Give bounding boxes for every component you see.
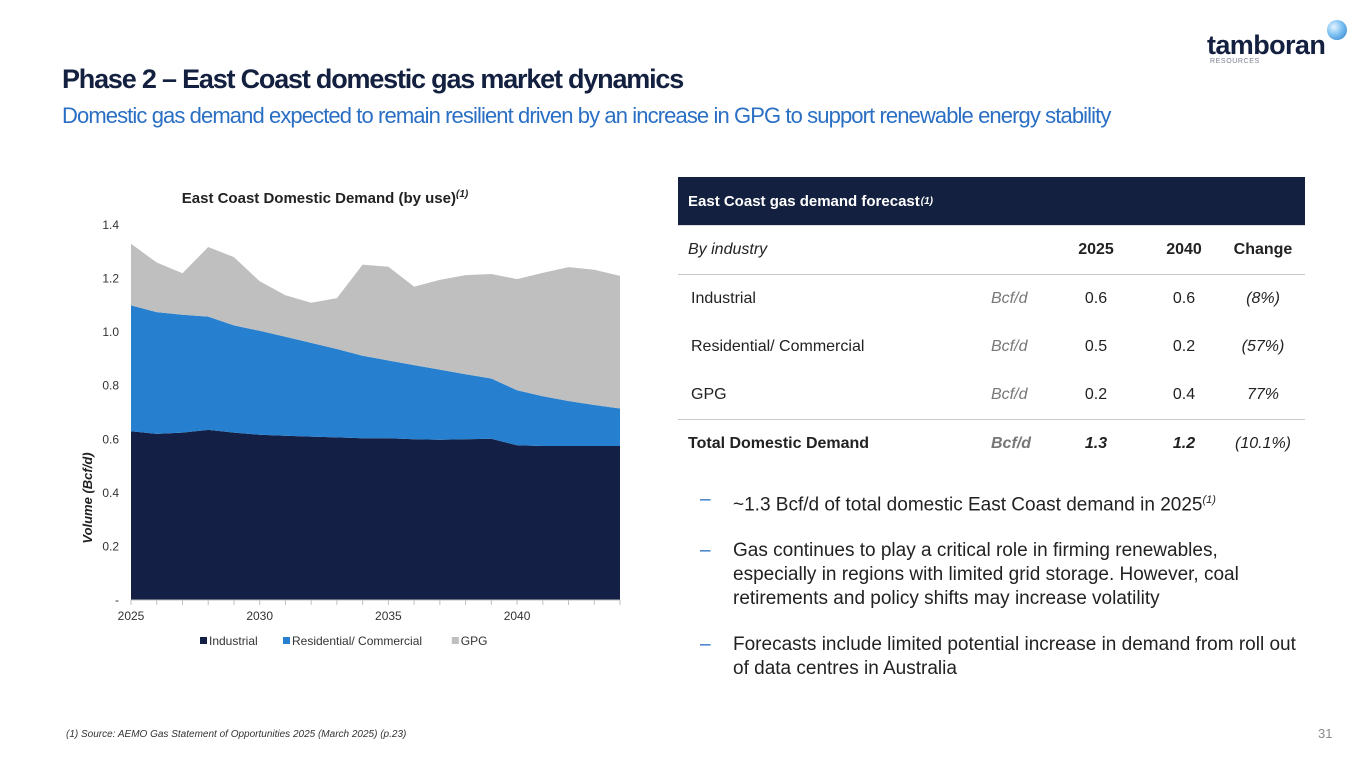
area-series-industrial — [131, 429, 620, 600]
total-label: Total Domestic Demand — [688, 435, 870, 452]
total-change: (10.1%) — [1234, 435, 1292, 452]
row-value-2040: 0.6 — [1172, 290, 1196, 307]
y-axis-label: Volume (Bcf/d) — [80, 452, 95, 543]
col-head-2040: 2040 — [1166, 241, 1202, 258]
area-series-group — [131, 243, 620, 600]
row-unit: Bcf/d — [991, 386, 1028, 403]
row-value-2025: 0.6 — [1084, 290, 1108, 307]
row-change: (8%) — [1246, 290, 1280, 307]
row-value-2025: 0.5 — [1084, 338, 1108, 355]
legend-swatch — [283, 637, 290, 644]
y-tick-label: 1.0 — [102, 325, 119, 339]
logo-wordmark: tamboran — [1207, 30, 1326, 60]
key-points-list: – ~1.3 Bcf/d of total domestic East Coas… — [700, 488, 1300, 703]
list-item: – Forecasts include limited potential in… — [700, 633, 1300, 681]
page-subtitle: Domestic gas demand expected to remain r… — [62, 103, 1111, 128]
table-total-row: Total Domestic Demand Bcf/d 1.3 1.2 (10.… — [678, 420, 1305, 468]
row-change: (57%) — [1241, 338, 1285, 355]
chart-legend: Industrial Residential/ Commercial GPG — [200, 634, 487, 648]
col-head-2025: 2025 — [1078, 241, 1114, 258]
row-unit: Bcf/d — [991, 290, 1028, 307]
bullet-text: Forecasts include limited potential incr… — [733, 634, 1296, 680]
legend-swatch — [451, 637, 459, 644]
y-tick-label: 0.2 — [102, 539, 119, 553]
table-row: GPG Bcf/d 0.2 0.4 77% — [678, 371, 1305, 420]
col-head-change: Change — [1233, 241, 1293, 258]
chart-title-note: (1) — [456, 189, 469, 200]
page-number: 31 — [1318, 726, 1333, 741]
bullet-note: (1) — [1202, 494, 1216, 506]
bullet-text: ~1.3 Bcf/d of total domestic East Coast … — [733, 494, 1203, 516]
list-item: – ~1.3 Bcf/d of total domestic East Coas… — [700, 488, 1300, 517]
table-header-note: (1) — [920, 195, 933, 207]
total-value-2025: 1.3 — [1084, 435, 1108, 452]
area-series-residential-commercial — [131, 305, 620, 446]
x-tick-label: 2025 — [118, 609, 145, 623]
row-value-2025: 0.2 — [1084, 386, 1108, 403]
chart-title: East Coast Domestic Demand (by use)(1) — [182, 189, 469, 207]
col-head-industry: By industry — [688, 241, 768, 258]
table-column-headers: By industry 2025 2040 Change — [678, 225, 1305, 275]
y-tick-label: 0.6 — [102, 432, 119, 446]
row-label: Industrial — [691, 290, 756, 307]
axes-group: 2025 2030 2035 2040 - 0.2 0.4 0.6 0.8 1.0 1.2 1.4 — [102, 218, 621, 623]
row-change: 77% — [1246, 386, 1280, 403]
bullet-text: Gas continues to play a critical role in… — [733, 540, 1239, 610]
area-series-gpg — [131, 243, 620, 409]
row-unit: Bcf/d — [991, 338, 1028, 355]
logo-sphere-icon — [1327, 20, 1347, 40]
legend-label: Industrial — [209, 634, 258, 648]
source-footnote: (1) Source: AEMO Gas Statement of Opport… — [66, 729, 407, 740]
x-tick-label: 2030 — [246, 609, 273, 623]
page-title: Phase 2 – East Coast domestic gas market… — [62, 64, 684, 94]
list-item: – Gas continues to play a critical role … — [700, 539, 1300, 611]
row-label: GPG — [691, 386, 727, 403]
table-row: Residential/ Commercial Bcf/d 0.5 0.2 (5… — [678, 323, 1305, 371]
legend-swatch — [200, 637, 207, 644]
table-row: Industrial Bcf/d 0.6 0.6 (8%) — [678, 275, 1305, 323]
chart-title-text: East Coast Domestic Demand (by use) — [182, 190, 456, 207]
bullet-dash: – — [700, 489, 711, 510]
bullet-dash: – — [700, 540, 711, 562]
x-tick-label: 2040 — [504, 609, 531, 623]
row-label: Residential/ Commercial — [691, 338, 865, 355]
total-unit: Bcf/d — [991, 435, 1031, 452]
y-tick-label: 0.8 — [102, 379, 119, 393]
bullet-dash: – — [700, 634, 711, 656]
legend-label: Residential/ Commercial — [292, 634, 422, 648]
y-tick-label: 0.4 — [102, 486, 119, 500]
x-tick-label: 2035 — [375, 609, 402, 623]
y-tick-label: 1.4 — [102, 218, 119, 232]
row-value-2040: 0.4 — [1172, 386, 1196, 403]
y-tick-label: 1.2 — [102, 272, 119, 286]
table-header: East Coast gas demand forecast (1) — [678, 177, 1305, 225]
logo-subtext: RESOURCES — [1210, 58, 1260, 65]
row-value-2040: 0.2 — [1172, 338, 1196, 355]
demand-area-chart: East Coast Domestic Demand (by use)(1) V… — [80, 189, 621, 648]
forecast-table: East Coast gas demand forecast (1) By ind… — [678, 177, 1305, 468]
legend-label: GPG — [461, 634, 488, 648]
total-value-2040: 1.2 — [1172, 435, 1196, 452]
y-tick-label: - — [115, 593, 119, 607]
table-header-text: East Coast gas demand forecast — [688, 192, 920, 210]
company-logo: tamboran RESOURCES — [1207, 20, 1347, 70]
